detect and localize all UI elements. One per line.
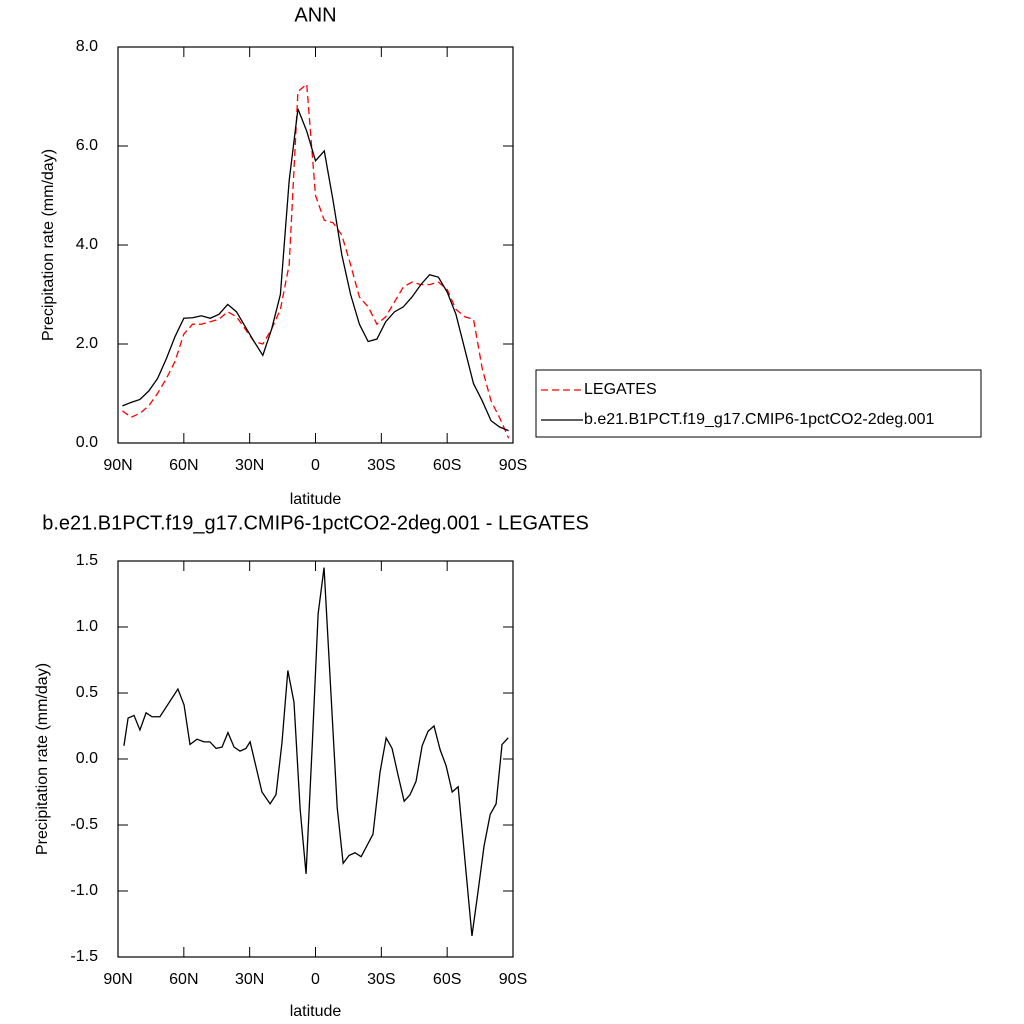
legend-box — [535, 369, 982, 438]
legend-label: b.e21.B1PCT.f19_g17.CMIP6-1pctCO2-2deg.0… — [584, 411, 935, 428]
chart: ANN latitude Precipitation rate (mm/day) 0.… — [40, 4, 982, 508]
y-tick-label: 4.0 — [76, 236, 98, 253]
y-tick-label: 2.0 — [76, 335, 98, 352]
data-line — [122, 108, 509, 432]
x-tick-label: 30S — [367, 457, 395, 474]
y-tick-label: 1.5 — [76, 552, 98, 569]
chart-title: b.e21.B1PCT.f19_g17.CMIP6-1pctCO2-2deg.0… — [42, 512, 589, 534]
x-tick-label: 60N — [169, 971, 198, 988]
x-tick-label: 90S — [499, 971, 527, 988]
x-axis-label: latitude — [290, 1003, 342, 1020]
plot-frame — [117, 560, 514, 958]
y-tick-label: -1.5 — [70, 948, 98, 965]
x-tick-label: 0 — [311, 971, 320, 988]
x-tick-label: 30S — [367, 971, 395, 988]
y-tick-label: 6.0 — [76, 137, 98, 154]
x-tick-label: 60N — [169, 457, 198, 474]
chart: b.e21.B1PCT.f19_g17.CMIP6-1pctCO2-2deg.0… — [34, 512, 589, 1020]
y-axis-label: Precipitation rate (mm/day) — [40, 149, 57, 341]
y-tick-label: 1.0 — [76, 618, 98, 635]
x-tick-label: 90N — [103, 971, 132, 988]
x-tick-label: 30N — [235, 457, 264, 474]
x-tick-label: 30N — [235, 971, 264, 988]
x-tick-label: 60S — [433, 457, 461, 474]
y-tick-label: 8.0 — [76, 38, 98, 55]
y-tick-label: 0.5 — [76, 684, 98, 701]
chart-title: ANN — [294, 4, 336, 26]
y-axis-label: Precipitation rate (mm/day) — [34, 663, 51, 855]
data-line — [122, 82, 510, 439]
x-tick-label: 0 — [311, 457, 320, 474]
y-tick-label: -1.0 — [70, 882, 98, 899]
x-tick-label: 90N — [103, 457, 132, 474]
y-tick-label: 0.0 — [76, 750, 98, 767]
legend-label: LEGATES — [584, 381, 657, 398]
x-axis-label: latitude — [290, 491, 342, 508]
x-tick-label: 90S — [499, 457, 527, 474]
y-tick-label: 0.0 — [76, 434, 98, 451]
y-tick-label: -0.5 — [70, 816, 98, 833]
plot-frame — [117, 46, 514, 444]
x-tick-label: 60S — [433, 971, 461, 988]
data-line — [123, 567, 509, 936]
